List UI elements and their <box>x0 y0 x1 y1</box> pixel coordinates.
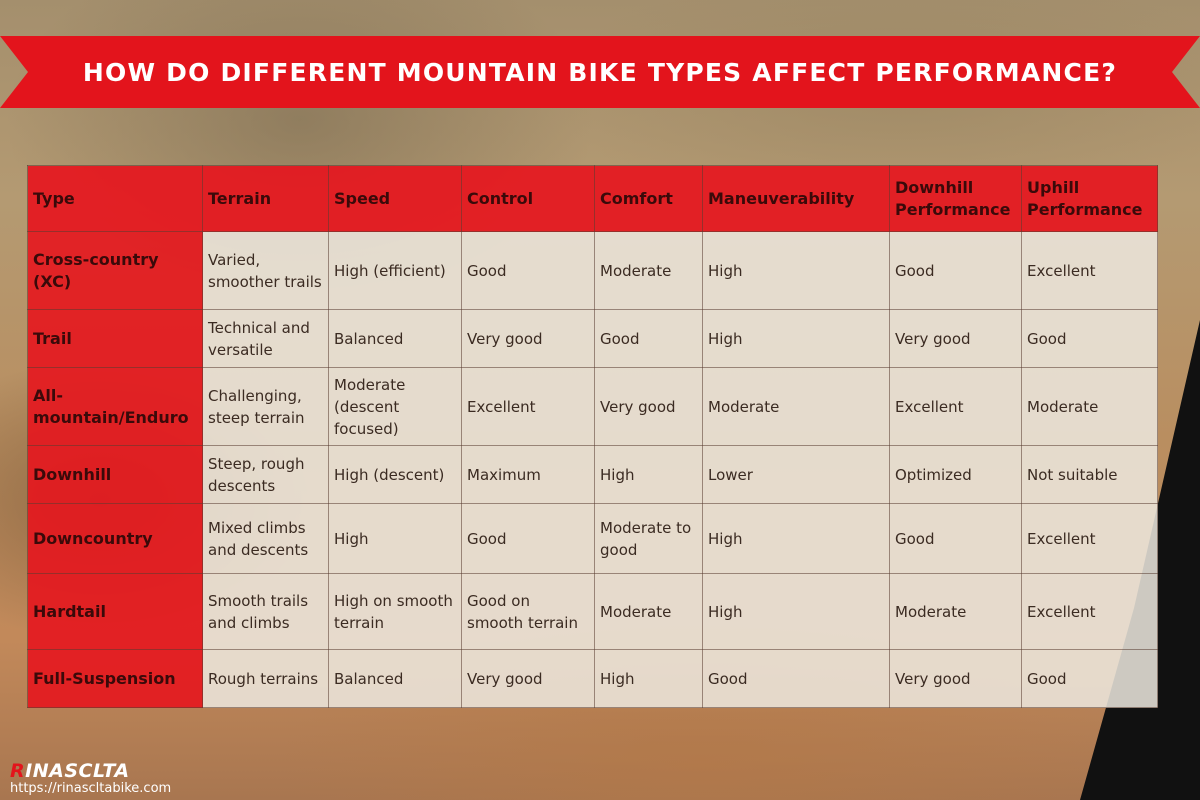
table-cell: High <box>594 445 703 504</box>
table-cell: Excellent <box>1021 231 1158 310</box>
table-cell: Optimized <box>889 445 1022 504</box>
table-cell: Good <box>1021 309 1158 368</box>
table-cell: Good <box>461 231 595 310</box>
table-cell: Good <box>702 649 890 708</box>
table-cell: Steep, rough descents <box>202 445 329 504</box>
table-cell: High <box>328 503 462 574</box>
row-type-cell: Downcountry <box>27 503 203 574</box>
table-cell: Not suitable <box>1021 445 1158 504</box>
table-cell: Moderate (descent focused) <box>328 367 462 446</box>
row-type-cell: Cross-country (XC) <box>27 231 203 310</box>
table-cell: Very good <box>461 309 595 368</box>
table-cell: Balanced <box>328 309 462 368</box>
logo-wordmark: INASCLTA <box>25 760 130 782</box>
table-row: All-mountain/Enduro Challenging, steep t… <box>27 367 1158 446</box>
banner-ribbon-shape <box>0 36 1200 108</box>
table-cell: Very good <box>889 309 1022 368</box>
table-cell: Excellent <box>1021 573 1158 650</box>
table-cell: High <box>702 573 890 650</box>
column-header: Comfort <box>594 165 703 232</box>
logo-initial: R <box>10 760 26 782</box>
page-title: HOW DO DIFFERENT MOUNTAIN BIKE TYPES AFF… <box>82 57 1118 87</box>
table-cell: High <box>702 231 890 310</box>
table-cell: Balanced <box>328 649 462 708</box>
table-cell: Very good <box>594 367 703 446</box>
table-cell: High (descent) <box>328 445 462 504</box>
table-cell: Excellent <box>461 367 595 446</box>
table-cell: Moderate <box>1021 367 1158 446</box>
table-cell: Rough terrains <box>202 649 329 708</box>
table-row: Full-Suspension Rough terrains Balanced … <box>27 649 1158 708</box>
table-cell: Good <box>594 309 703 368</box>
table-cell: Moderate <box>702 367 890 446</box>
table-cell: High (efficient) <box>328 231 462 310</box>
table-cell: Varied, smoother trails <box>202 231 329 310</box>
table-cell: Moderate <box>889 573 1022 650</box>
column-header: Uphill Performance <box>1021 165 1158 232</box>
table-cell: Maximum <box>461 445 595 504</box>
table-cell: High on smooth terrain <box>328 573 462 650</box>
row-type-cell: Full-Suspension <box>27 649 203 708</box>
column-header: Type <box>27 165 203 232</box>
row-type-cell: Trail <box>27 309 203 368</box>
table-cell: High <box>702 309 890 368</box>
table-cell: Mixed climbs and descents <box>202 503 329 574</box>
table-header-row: Type Terrain Speed Control Comfort Maneu… <box>27 165 1158 232</box>
table-cell: Moderate <box>594 231 703 310</box>
table-cell: Technical and versatile <box>202 309 329 368</box>
table-cell: Lower <box>702 445 890 504</box>
table-cell: Good on smooth terrain <box>461 573 595 650</box>
table-cell: Moderate to good <box>594 503 703 574</box>
column-header: Speed <box>328 165 462 232</box>
column-header: Maneuverability <box>702 165 890 232</box>
table-cell: Good <box>889 231 1022 310</box>
table-cell: Smooth trails and climbs <box>202 573 329 650</box>
table-row: Downcountry Mixed climbs and descents Hi… <box>27 503 1158 574</box>
comparison-table-container: Type Terrain Speed Control Comfort Maneu… <box>27 165 1158 708</box>
table-cell: High <box>594 649 703 708</box>
table-row: Downhill Steep, rough descents High (des… <box>27 445 1158 504</box>
row-type-cell: Hardtail <box>27 573 203 650</box>
table-cell: Very good <box>461 649 595 708</box>
table-cell: Excellent <box>889 367 1022 446</box>
table-cell: Good <box>889 503 1022 574</box>
title-banner: HOW DO DIFFERENT MOUNTAIN BIKE TYPES AFF… <box>0 36 1200 108</box>
row-type-cell: Downhill <box>27 445 203 504</box>
table-cell: Moderate <box>594 573 703 650</box>
table-cell: Good <box>461 503 595 574</box>
table-cell: Good <box>1021 649 1158 708</box>
table-cell: Excellent <box>1021 503 1158 574</box>
table-cell: Very good <box>889 649 1022 708</box>
brand-logo: RINASCLTA <box>10 760 130 782</box>
column-header: Control <box>461 165 595 232</box>
comparison-table: Type Terrain Speed Control Comfort Maneu… <box>27 165 1158 708</box>
table-cell: Challenging, steep terrain <box>202 367 329 446</box>
row-type-cell: All-mountain/Enduro <box>27 367 203 446</box>
table-row: Cross-country (XC) Varied, smoother trai… <box>27 231 1158 310</box>
brand-url: https://rinascltabike.com <box>10 781 172 796</box>
table-row: Hardtail Smooth trails and climbs High o… <box>27 573 1158 650</box>
column-header: Downhill Performance <box>889 165 1022 232</box>
table-cell: High <box>702 503 890 574</box>
table-row: Trail Technical and versatile Balanced V… <box>27 309 1158 368</box>
column-header: Terrain <box>202 165 329 232</box>
